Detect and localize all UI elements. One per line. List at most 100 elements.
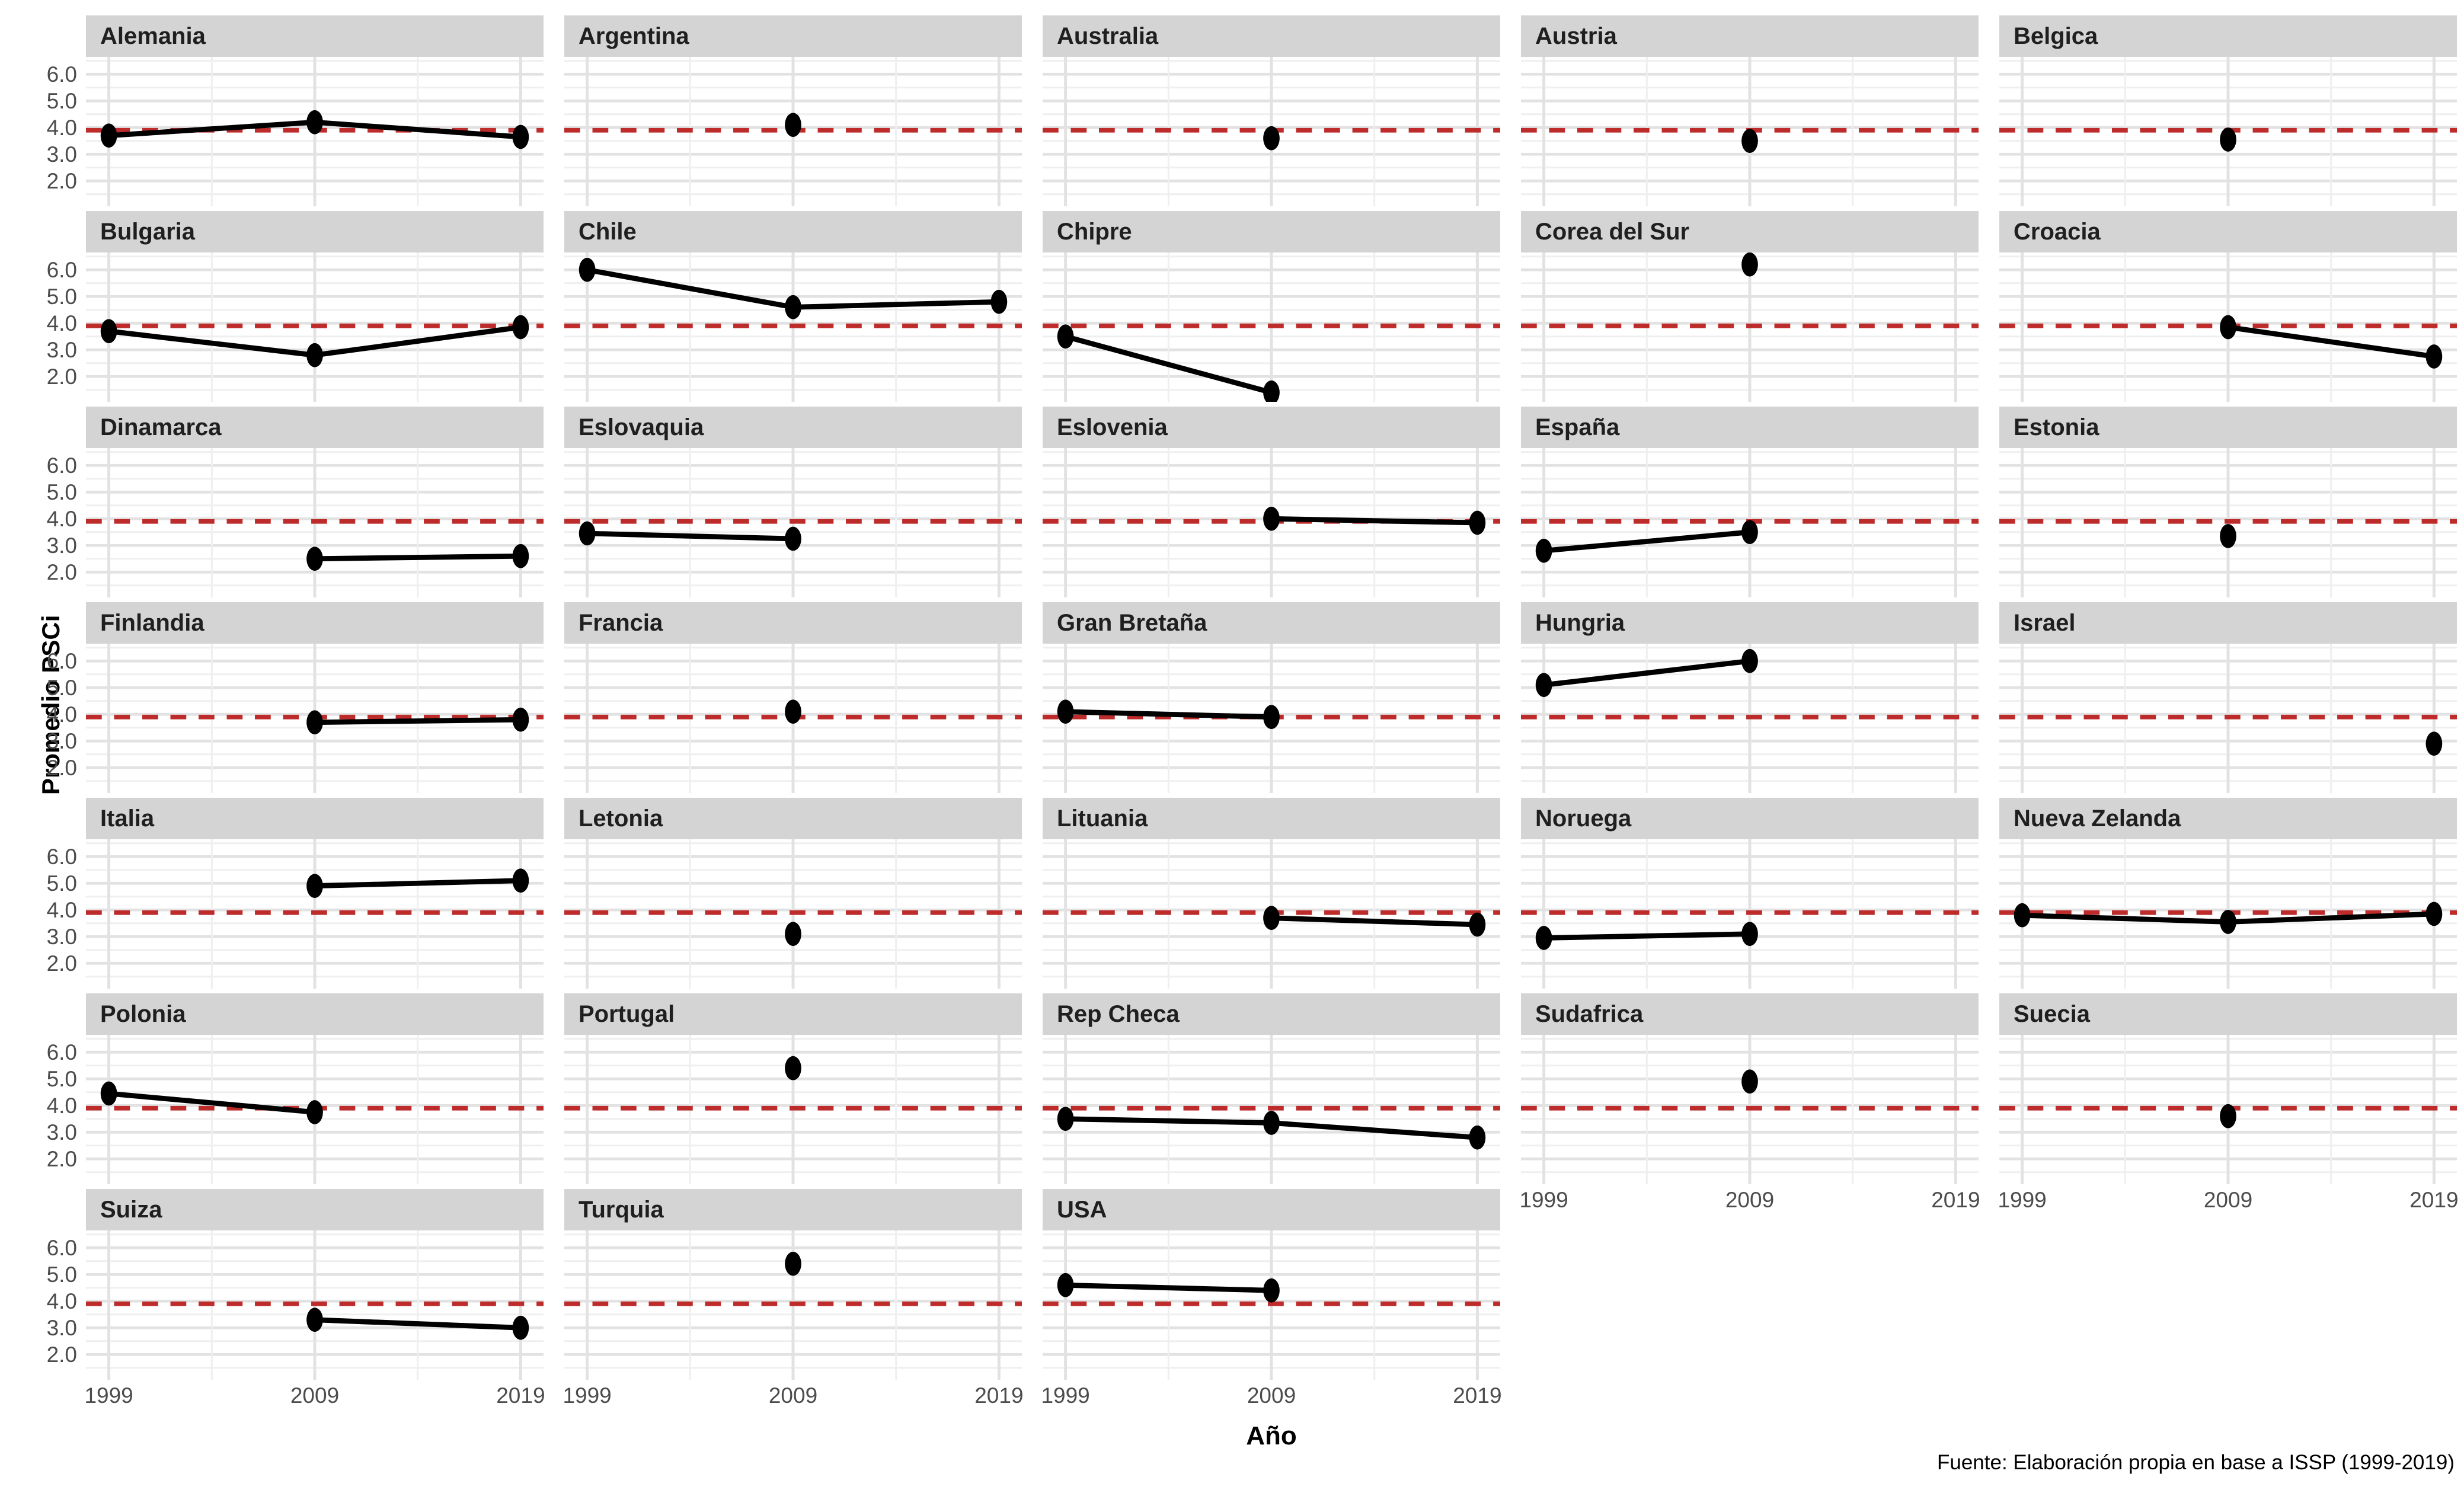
- facet-strip-label: Estonia: [2014, 414, 2099, 440]
- y-tick-label: 4.0: [46, 1289, 77, 1314]
- series-line: [314, 1317, 521, 1331]
- data-point: [512, 315, 529, 340]
- facet-panel: [1521, 57, 1979, 206]
- y-tick-label: 3.0: [46, 1120, 77, 1145]
- facet-strip: Austria: [1521, 15, 1979, 57]
- facet-strip-label: Hungria: [1535, 609, 1625, 636]
- data-point: [306, 1100, 323, 1124]
- data-point: [512, 1315, 529, 1340]
- facet-italia: Italia: [86, 798, 544, 989]
- data-point: [306, 546, 323, 571]
- facet-belgica: Belgica: [1999, 15, 2457, 206]
- facet-strip: Nueva Zelanda: [1999, 798, 2457, 839]
- facet-strip: Sudafrica: [1521, 993, 1979, 1035]
- data-point: [2220, 315, 2236, 340]
- series-line: [1271, 915, 1478, 928]
- x-tick-label: 2019: [974, 1383, 1024, 1408]
- x-tick-label: 1999: [563, 1383, 612, 1408]
- facet-portugal: Portugal: [564, 993, 1022, 1184]
- y-tick-label: 5.0: [46, 1262, 77, 1287]
- facet-strip: Alemania: [86, 15, 544, 57]
- facet-strip-label: Suecia: [2014, 1000, 2090, 1027]
- facet-strip: Australia: [1043, 15, 1500, 57]
- facet-israel: Israel: [1999, 602, 2457, 793]
- facet-strip-label: USA: [1057, 1196, 1107, 1223]
- series-line: [1065, 334, 1273, 395]
- facet-strip: Croacia: [1999, 211, 2457, 252]
- facet-australia: Australia: [1043, 15, 1500, 206]
- facet-panel: [86, 1035, 544, 1184]
- facet-strip: Polonia: [86, 993, 544, 1035]
- data-point: [306, 710, 323, 735]
- facet-panel: [564, 1230, 1022, 1380]
- data-point: [1263, 1111, 1280, 1135]
- facet-hungria: Hungria: [1521, 602, 1979, 793]
- facet-panel: [1999, 448, 2457, 597]
- facet-panel: [1043, 448, 1500, 597]
- series-line: [2227, 324, 2435, 359]
- y-tick-label: 4.0: [46, 507, 77, 532]
- facet-panel: [86, 839, 544, 989]
- y-tick-label: 4.0: [46, 116, 77, 140]
- data-point: [1263, 1278, 1280, 1303]
- facet-suiza: Suiza: [86, 1189, 544, 1380]
- facet-panel: [86, 57, 544, 206]
- facet-panel: [86, 448, 544, 597]
- series-line: [1543, 658, 1750, 688]
- facet-strip: Chipre: [1043, 211, 1500, 252]
- data-point: [306, 343, 323, 367]
- y-tick-label: 5.0: [46, 871, 77, 896]
- facet-strip-label: Rep Checa: [1057, 1000, 1180, 1027]
- facet-eslovaquia: Eslovaquia: [564, 407, 1022, 597]
- y-tick-label: 5.0: [46, 1067, 77, 1092]
- data-point: [785, 113, 801, 138]
- y-tick-label: 6.0: [46, 62, 77, 87]
- data-point: [1741, 1069, 1758, 1094]
- y-tick-label: 3.0: [46, 925, 77, 949]
- facet-panel: [1521, 448, 1979, 597]
- y-tick-label: 6.0: [46, 649, 77, 674]
- facet-panel: [86, 1230, 544, 1380]
- data-point: [2220, 910, 2236, 934]
- facet-strip: España: [1521, 407, 1979, 448]
- series-line: [587, 530, 794, 542]
- facet-panel: [1043, 1230, 1500, 1380]
- x-tick-label: 2009: [1725, 1188, 1775, 1212]
- facet-panel: [1521, 644, 1979, 793]
- facet-strip-label: Francia: [579, 609, 663, 636]
- x-tick-label: 2009: [2203, 1188, 2253, 1212]
- data-point: [1263, 380, 1280, 402]
- facet-strip-label: Polonia: [100, 1000, 186, 1027]
- y-tick-label: 6.0: [46, 1040, 77, 1065]
- facet-panel: [86, 644, 544, 793]
- facet-strip-label: Chile: [579, 218, 637, 245]
- y-tick-label: 3.0: [46, 142, 77, 167]
- facet-strip-label: Austria: [1535, 23, 1617, 49]
- x-tick-label: 1999: [1519, 1188, 1568, 1212]
- facet-strip-label: Suiza: [100, 1196, 162, 1223]
- data-point: [2425, 731, 2443, 756]
- data-point: [512, 707, 529, 732]
- data-point: [1741, 252, 1758, 277]
- data-point: [1741, 648, 1758, 673]
- x-tick-label: 2009: [290, 1383, 340, 1408]
- facet-argentina: Argentina: [564, 15, 1022, 206]
- data-point: [579, 257, 596, 282]
- facet-polonia: Polonia: [86, 993, 544, 1184]
- data-point: [1741, 922, 1758, 947]
- facet-suecia: Suecia: [1999, 993, 2457, 1184]
- x-tick-label: 2009: [1247, 1383, 1296, 1408]
- series-line: [1271, 516, 1478, 526]
- facet-panel: [1043, 252, 1500, 402]
- series-line: [1065, 709, 1272, 720]
- facet-gran-bretaña: Gran Bretaña: [1043, 602, 1500, 793]
- series-line: [314, 717, 521, 725]
- facet-strip: Dinamarca: [86, 407, 544, 448]
- source-caption: Fuente: Elaboración propia en base a ISS…: [1936, 1451, 2455, 1474]
- facet-austria: Austria: [1521, 15, 1979, 206]
- facet-panel: [564, 644, 1022, 793]
- facet-turquia: Turquia: [564, 1189, 1022, 1380]
- x-tick-label: 2019: [1453, 1383, 1502, 1408]
- data-point: [1263, 705, 1280, 730]
